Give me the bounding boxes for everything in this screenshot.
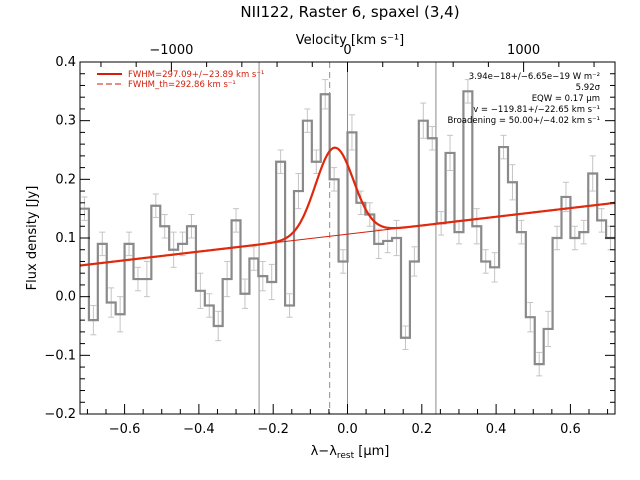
annotation-0: 3.94e−18+/−6.65e−19 W m⁻² <box>469 72 600 82</box>
x-axis-title: λ−λrest [μm] <box>311 444 390 461</box>
top-axis-title: Velocity [km s⁻¹] <box>296 33 404 48</box>
y-tick-label-1: −0.1 <box>44 348 76 363</box>
x-tick-label-3: 0.0 <box>337 422 358 437</box>
top-tick-label-0: −1000 <box>149 43 193 58</box>
top-tick-label-2: 1000 <box>507 43 540 58</box>
y-tick-label-0: −0.2 <box>44 407 76 422</box>
x-tick-label-2: −0.2 <box>257 422 289 437</box>
annotation-3: v = −119.81+/−22.65 km s⁻¹ <box>473 105 600 115</box>
y-tick-label-4: 0.2 <box>55 172 76 187</box>
x-tick-label-1: −0.4 <box>183 422 215 437</box>
y-tick-label-2: 0.0 <box>55 290 76 305</box>
plot-area: −0.6 −0.4 −0.2 0.0 0.2 0.4 0.6 −1000 0 1000 −0.2 −0… <box>44 43 616 437</box>
x-axis-title-sub: rest <box>337 451 355 461</box>
annotation-4: Broadening = 50.00+/−4.02 km s⁻¹ <box>447 116 600 126</box>
y-axis-title: Flux density [Jy] <box>25 186 40 291</box>
y-tick-label-3: 0.1 <box>55 231 76 246</box>
annotation-2: EQW = 0.17 μm <box>532 94 600 104</box>
chart-title: NII122, Raster 6, spaxel (3,4) <box>240 3 459 21</box>
x-tick-label-5: 0.4 <box>486 422 507 437</box>
x-tick-label-4: 0.2 <box>411 422 432 437</box>
legend-label-0: FWHM=297.09+/−23.89 km s⁻¹ <box>128 70 264 80</box>
legend-label-1: FWHM_th=292.86 km s⁻¹ <box>128 80 236 90</box>
gaussian-fit-line <box>80 146 615 267</box>
x-axis-title-main: λ−λ <box>311 444 338 459</box>
y-tick-label-6: 0.4 <box>55 55 76 70</box>
x-tick-label-6: 0.6 <box>560 422 581 437</box>
top-tick-label-1: 0 <box>343 43 351 58</box>
x-axis-title-unit: [μm] <box>354 444 389 459</box>
x-tick-label-0: −0.6 <box>109 422 141 437</box>
annotation-1: 5.92σ <box>576 83 601 93</box>
flux-step-line <box>80 90 615 366</box>
data-series-group <box>80 79 615 377</box>
y-tick-label-5: 0.3 <box>55 114 76 129</box>
